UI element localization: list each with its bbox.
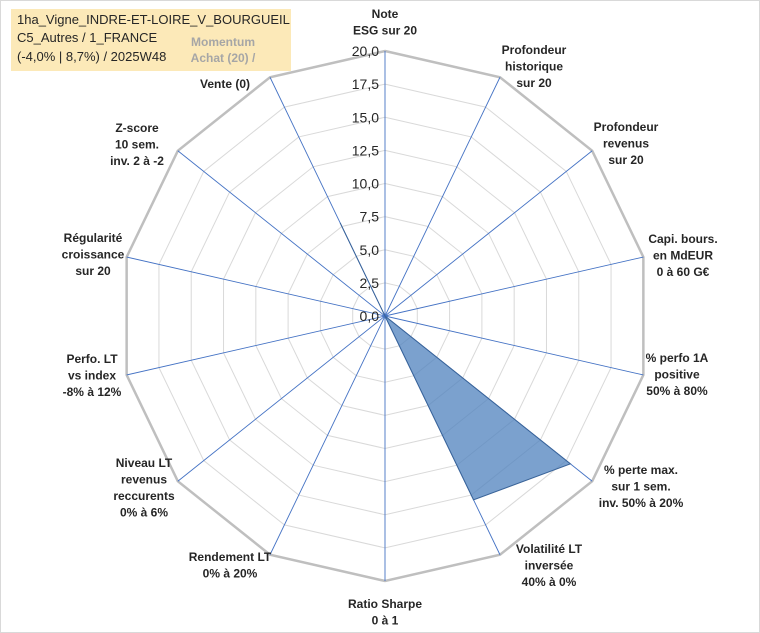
axis-label: % perte max. sur 1 sem. inv. 50% à 20% (599, 463, 684, 510)
axis-label: Régularité croissance sur 20 (62, 231, 125, 278)
axis-label: Perfo. LT vs index -8% à 12% (63, 352, 122, 399)
axis-spoke (177, 150, 386, 317)
axis-labels: Note ESG sur 20 Profondeur historique sur 20… (62, 7, 718, 628)
axis-label-momentum-line-1: Momentum (191, 35, 255, 49)
axis-label: Profondeur revenus sur 20 (594, 120, 659, 167)
series-area (339, 222, 572, 501)
axis-spoke (384, 315, 644, 376)
title-line-1: 1ha_Vigne_INDRE-ET-LOIRE_V_BOURGUEIL (17, 12, 290, 27)
axis-spoke (384, 256, 644, 317)
axis-label: Rendement LT 0% à 20% (189, 550, 272, 581)
axis-spoke (384, 150, 593, 317)
axis-label-momentum-line-3: Vente (0) (200, 77, 250, 91)
axis-label: % perfo 1A positive 50% à 80% (646, 351, 709, 398)
tick-label: 5,0 (360, 242, 380, 258)
axis-label: Niveau LT revenus reccurents 0% à 6% (113, 456, 175, 520)
axis-label: Z-score 10 sem. inv. 2 à -2 (110, 121, 164, 168)
title-line-2: C5_Autres / 1_FRANCE (17, 30, 158, 45)
radar-series (339, 222, 572, 501)
tick-label: 12,5 (352, 142, 379, 158)
axis-spoke (177, 315, 386, 482)
tick-label: 17,5 (352, 76, 379, 92)
axis-spoke (126, 315, 386, 376)
chart-title-box: 1ha_Vigne_INDRE-ET-LOIRE_V_BOURGUEIL C5_… (11, 9, 291, 71)
tick-label: 7,5 (360, 209, 380, 225)
axis-spoke (126, 256, 386, 317)
axis-label: Volatilité LT inversée 40% à 0% (516, 542, 583, 589)
axis-spoke (269, 315, 386, 555)
tick-label: 20,0 (352, 43, 379, 59)
radial-tick-labels: 0,0 2,5 5,0 7,5 10,0 12,5 15,0 17,5 20,0 (352, 43, 379, 324)
axis-label: Note ESG sur 20 (353, 7, 417, 38)
tick-label: 2,5 (360, 275, 380, 291)
axis-label: Profondeur historique sur 20 (502, 43, 567, 90)
tick-label: 15,0 (352, 109, 379, 125)
title-line-3: (-4,0% | 8,7%) / 2025W48 (17, 49, 167, 64)
axis-label: Ratio Sharpe 0 à 1 (348, 597, 422, 628)
tick-label: 10,0 (352, 176, 379, 192)
axis-spoke (384, 77, 501, 317)
axis-label: Capi. bours. en MdEUR 0 à 60 G€ (648, 232, 717, 279)
axis-label-momentum-line-2: Achat (20) / (190, 51, 256, 65)
tick-label: 0,0 (360, 308, 380, 324)
